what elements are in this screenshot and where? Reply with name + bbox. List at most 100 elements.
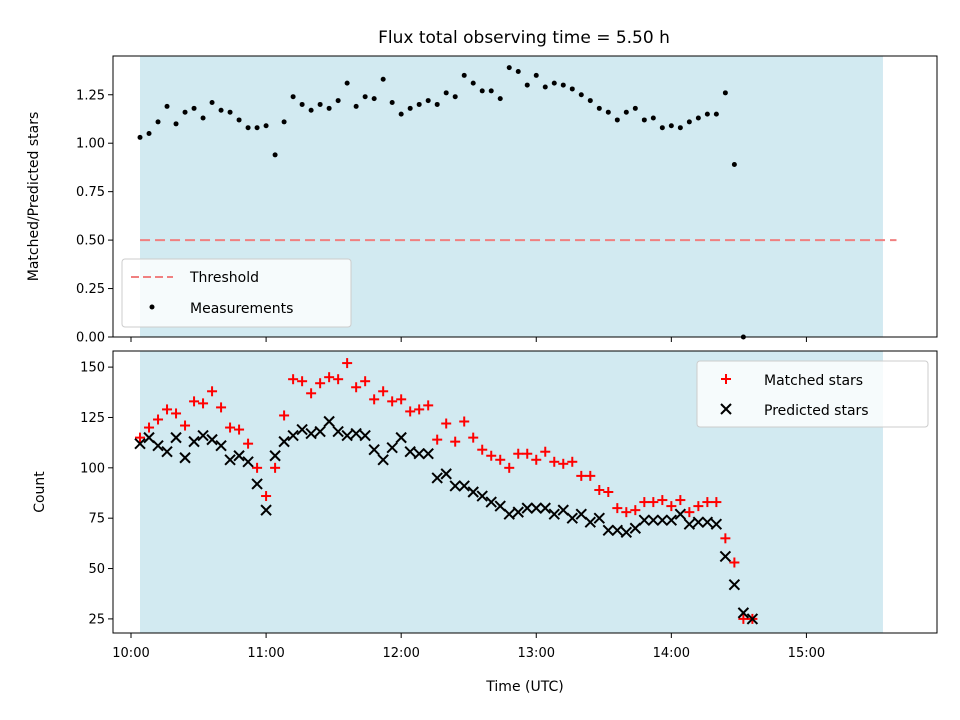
predicted-star-point: [566, 512, 578, 524]
measurement-point: [380, 76, 386, 82]
measurement-point: [497, 96, 503, 102]
predicted-star-point: [179, 452, 191, 464]
matched-star-point: [504, 462, 515, 473]
predicted-star-point: [413, 448, 425, 460]
measurement-point: [272, 152, 278, 158]
measurement-point: [362, 94, 368, 100]
measurement-point: [524, 82, 530, 88]
predicted-star-point: [719, 550, 732, 563]
predicted-star-point: [269, 450, 281, 462]
measurement-point: [416, 101, 422, 107]
predicted-star-point: [224, 454, 236, 466]
measurement-point: [317, 101, 323, 107]
matched-star-point: [612, 503, 623, 514]
predicted-star-point: [737, 607, 750, 619]
predicted-star-point: [467, 486, 479, 498]
bottom-y-tick-label: 150: [80, 361, 105, 376]
top-y-tick-label: 1.00: [76, 137, 105, 152]
measurement-point: [200, 115, 206, 121]
matched-star-point: [675, 495, 686, 506]
legend-predicted-label: Predicted stars: [764, 403, 869, 419]
predicted-stars-points: [134, 415, 759, 625]
predicted-star-point: [341, 429, 353, 442]
matched-star-point: [162, 404, 173, 415]
predicted-star-point: [701, 516, 714, 528]
matched-star-point: [459, 416, 470, 427]
measurement-point: [569, 86, 575, 92]
matched-star-point: [198, 398, 209, 409]
measurement-point: [209, 100, 215, 106]
measurement-point: [488, 88, 494, 94]
x-tick-label: 13:00: [518, 646, 555, 661]
predicted-star-point: [350, 427, 362, 440]
measurement-point: [623, 109, 629, 115]
matched-star-point: [405, 406, 416, 417]
predicted-star-point: [458, 480, 470, 492]
measurement-point: [371, 96, 377, 102]
predicted-star-point: [656, 514, 669, 526]
matched-star-point: [720, 533, 731, 544]
measurement-point: [731, 162, 737, 168]
measurement-point: [344, 80, 350, 86]
matched-stars-points: [135, 358, 758, 624]
predicted-star-point: [620, 526, 633, 538]
matched-star-point: [279, 410, 290, 421]
x-axis-label: Time (UTC): [485, 679, 563, 695]
measurement-point: [641, 117, 647, 123]
measurement-point: [443, 90, 449, 96]
matched-star-point: [144, 422, 155, 433]
measurement-point: [542, 84, 548, 90]
predicted-star-point: [134, 437, 146, 450]
measurement-point: [245, 125, 251, 131]
predicted-star-point: [242, 456, 254, 468]
measurement-point: [434, 101, 440, 107]
matched-star-point: [378, 386, 389, 397]
predicted-star-point: [251, 478, 263, 490]
legend-predicted-swatch: [720, 403, 732, 415]
measurement-point: [677, 125, 683, 131]
matched-star-point: [621, 507, 632, 518]
measurement-point: [452, 94, 458, 100]
measurement-point: [155, 119, 161, 125]
top-y-tick-label: 1.25: [76, 88, 105, 103]
matched-star-point: [216, 402, 227, 413]
measurement-point: [290, 94, 296, 100]
matched-star-point: [414, 404, 425, 415]
predicted-star-point: [170, 431, 182, 444]
predicted-star-point: [368, 443, 380, 456]
matched-star-point: [630, 505, 641, 516]
matched-star-point: [207, 386, 218, 397]
measurement-point: [389, 100, 395, 106]
measurement-point: [587, 98, 593, 104]
matched-star-point: [351, 382, 362, 393]
matched-star-point: [684, 507, 695, 518]
predicted-star-point: [440, 468, 452, 480]
predicted-star-point: [278, 435, 290, 448]
measurement-point: [722, 90, 728, 96]
matched-star-point: [567, 456, 578, 467]
top-y-ticks: 0.00 0.25 0.50 0.75 1.00 1.25: [76, 88, 113, 346]
matched-star-point: [333, 374, 344, 385]
predicted-star-point: [404, 446, 416, 458]
predicted-star-point: [512, 506, 524, 518]
top-x-ticks: [130, 337, 807, 342]
measurement-point: [407, 105, 413, 111]
matched-star-point: [585, 470, 596, 481]
matched-star-point: [531, 454, 542, 465]
predicted-star-point: [575, 508, 587, 520]
predicted-star-point: [683, 518, 696, 530]
top-legend-box: [121, 258, 352, 328]
measurements-points: [137, 65, 746, 340]
bottom-x-ticks: 10:00 11:00 12:00 13:00 14:00 15:00: [112, 633, 825, 661]
top-y-tick-label: 0.25: [76, 282, 105, 297]
matched-star-point: [657, 495, 668, 506]
predicted-star-point: [674, 508, 687, 520]
measurement-point: [614, 117, 620, 123]
predicted-star-point: [530, 502, 542, 514]
predicted-star-point: [314, 425, 326, 438]
matched-star-point: [396, 394, 407, 405]
top-legend: Threshold Measurements: [121, 258, 352, 328]
matched-star-point: [288, 374, 299, 385]
predicted-star-point: [503, 508, 515, 520]
